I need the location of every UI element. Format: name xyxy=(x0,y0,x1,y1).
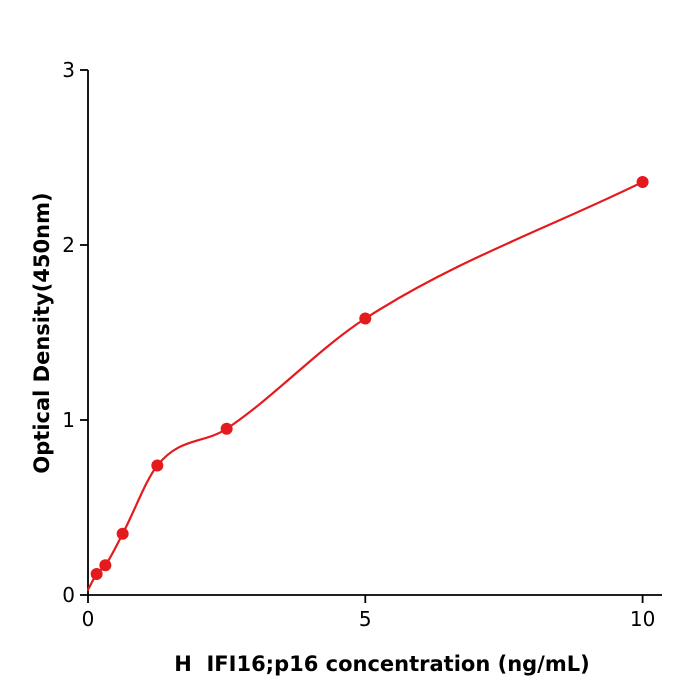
x-axis-label: H IFI16;p16 concentration (ng/mL) xyxy=(174,652,590,676)
data-point xyxy=(220,422,233,435)
x-tick-label: 5 xyxy=(359,607,372,631)
x-tick-label: 10 xyxy=(630,607,655,631)
x-tick-label: 0 xyxy=(82,607,95,631)
data-point xyxy=(359,312,372,325)
y-tick-label: 3 xyxy=(62,58,75,82)
data-point xyxy=(90,568,103,580)
y-axis-label: Optical Density(450nm) xyxy=(30,192,54,474)
data-point xyxy=(116,527,129,540)
data-point xyxy=(99,559,112,572)
data-point xyxy=(151,459,164,472)
fit-curve xyxy=(86,180,644,591)
data-point xyxy=(636,176,649,188)
y-tick-label: 2 xyxy=(62,233,75,257)
y-tick-label: 1 xyxy=(62,408,75,432)
y-tick-label: 0 xyxy=(62,583,75,607)
